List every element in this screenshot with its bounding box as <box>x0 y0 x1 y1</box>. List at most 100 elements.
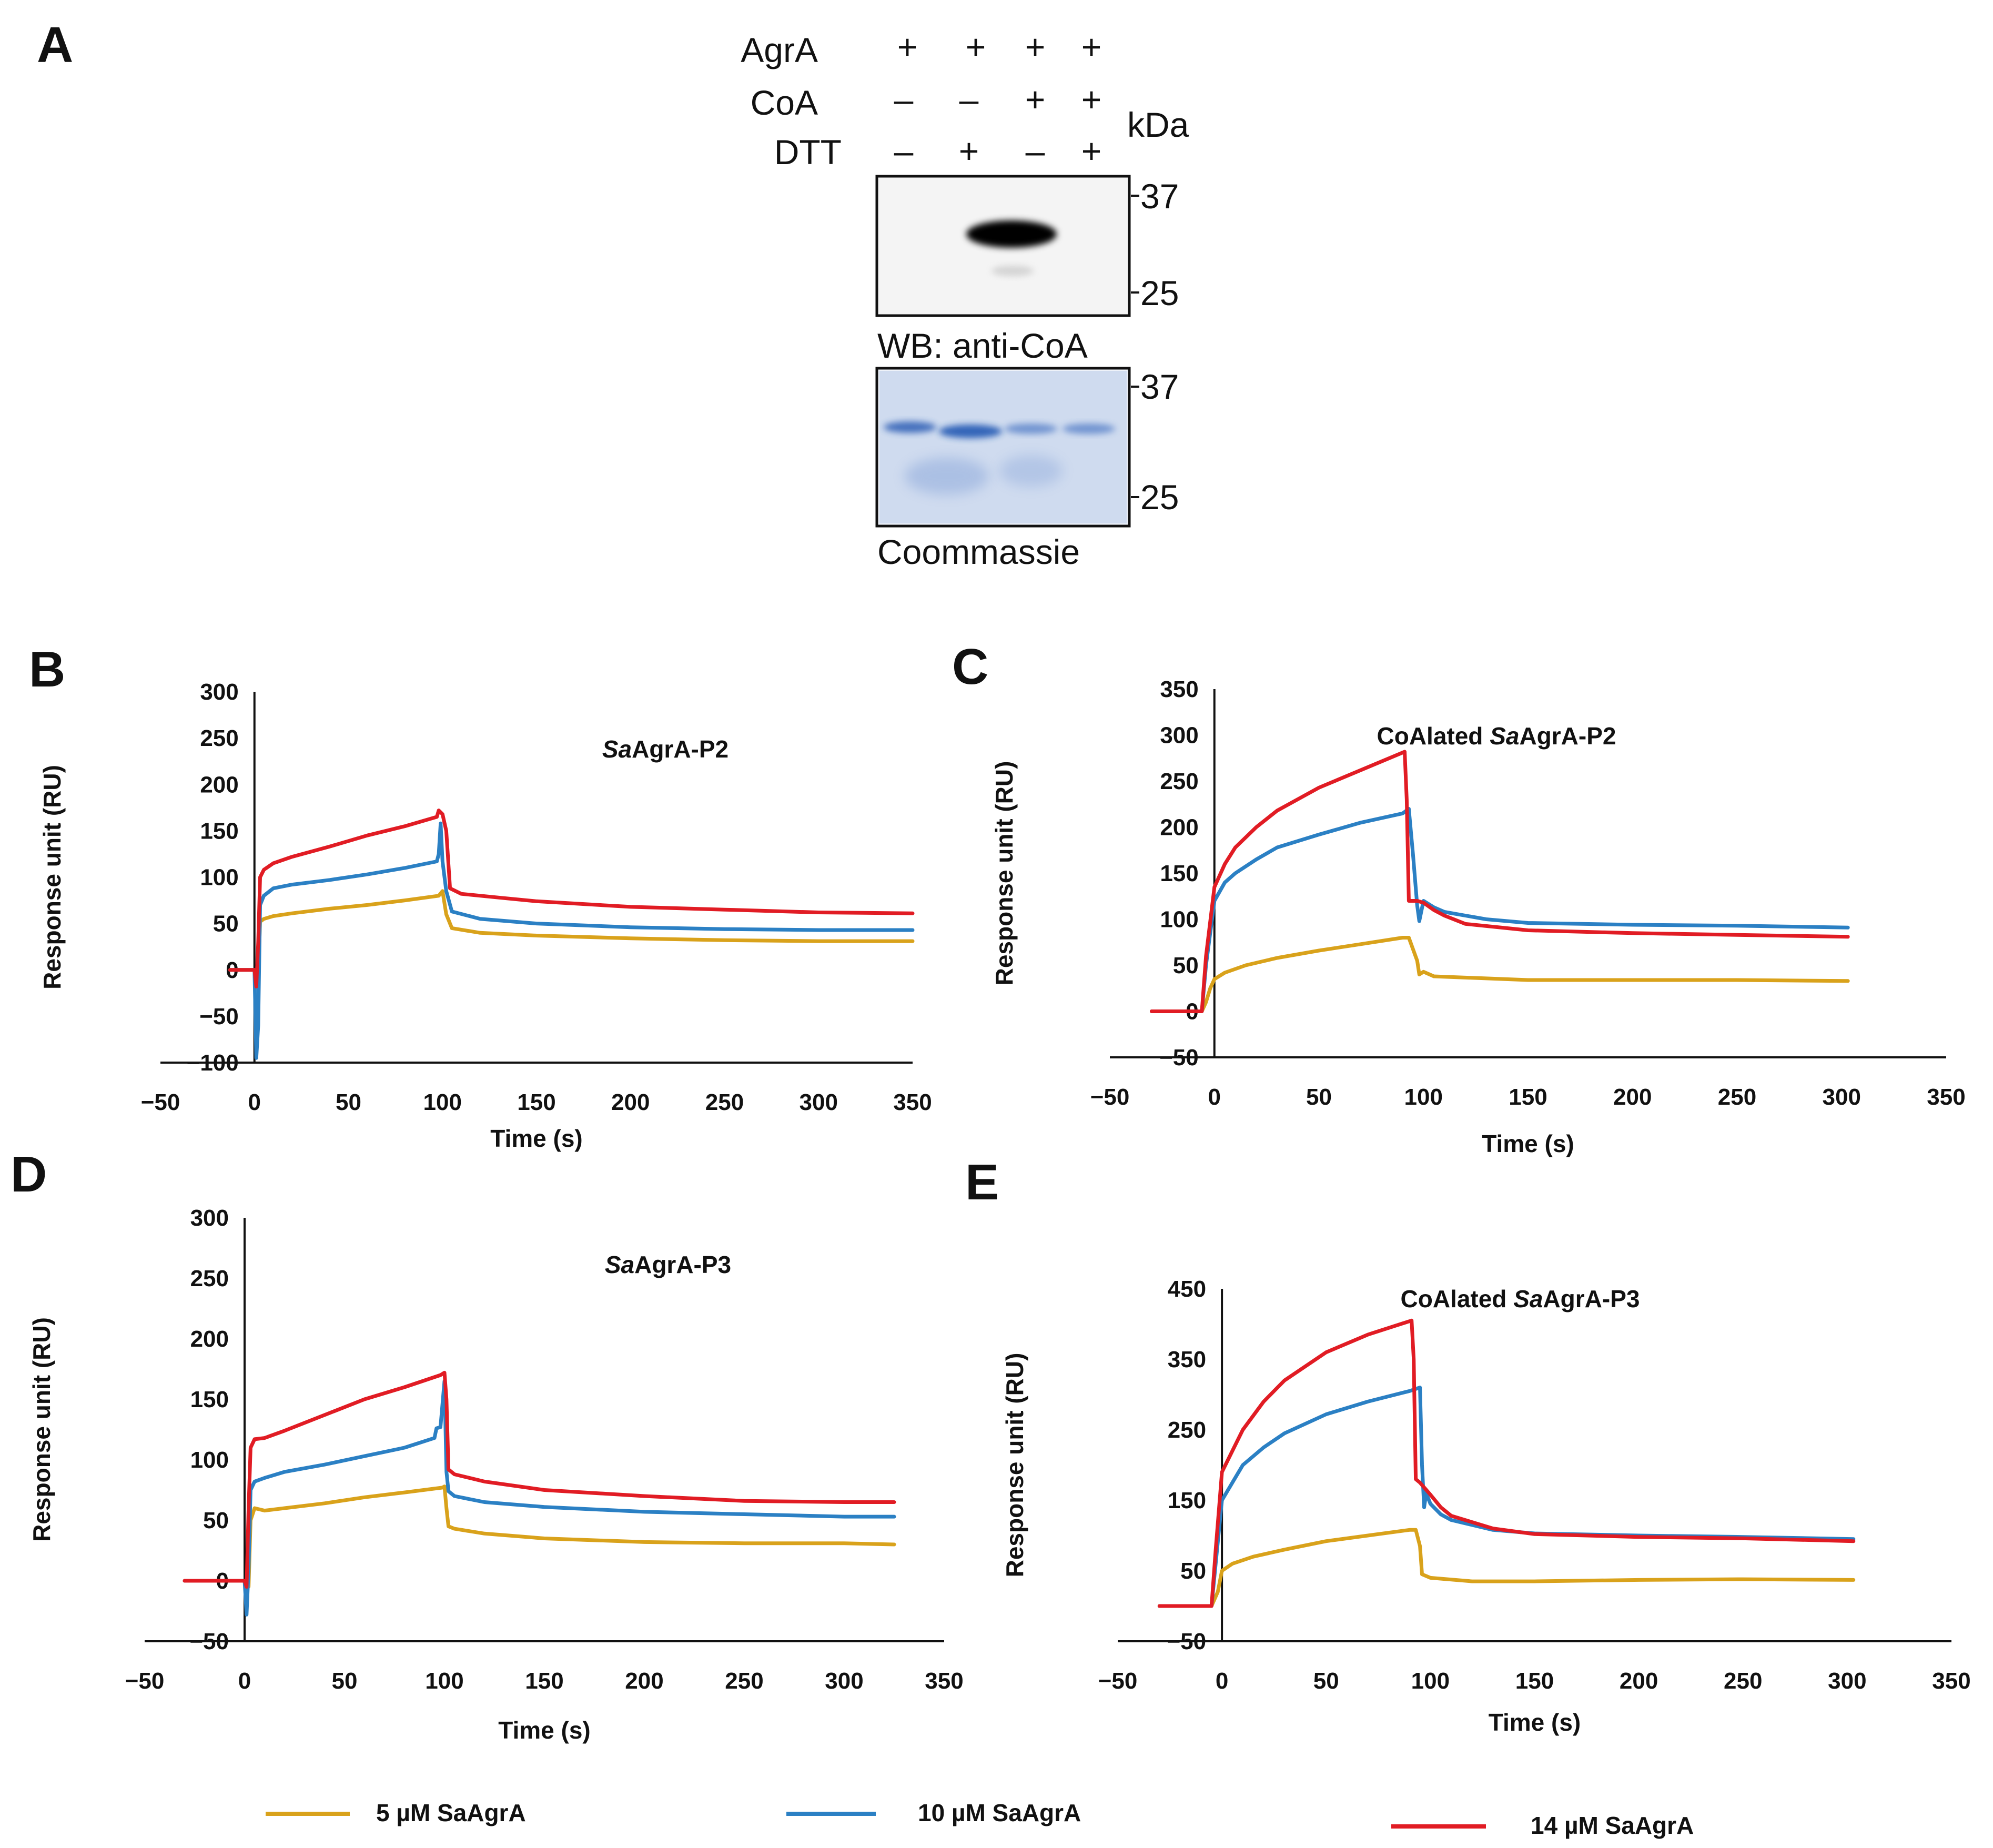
x-tick-label-d: 0 <box>238 1668 251 1694</box>
sign-dtt-lane-4: + <box>1081 132 1102 170</box>
coomassie-smear-2 <box>999 455 1063 487</box>
y-tick-label-d: 150 <box>190 1387 229 1412</box>
x-tick-label-e: 100 <box>1411 1668 1450 1694</box>
y-tick-label-e: 150 <box>1168 1488 1206 1513</box>
y-tick-label-c: −50 <box>1159 1045 1199 1071</box>
chart-e: −50 0 50 100 150 200 250 300 350 −50 50 150 250 350 45… <box>965 1154 1971 1736</box>
y-tick-label-c: 250 <box>1160 769 1198 794</box>
chart-d: −50 0 50 100 150 200 250 300 350−500501001502002… <box>11 1146 964 1744</box>
y-tick-label-d: 200 <box>190 1326 229 1352</box>
y-tick-label-b: 50 <box>213 911 239 937</box>
y-tick-label-b: −50 <box>199 1004 239 1029</box>
x-tick-label-c: 200 <box>1613 1084 1652 1110</box>
cb-marker-37: 37 <box>1140 367 1179 406</box>
y-tick-label-d: 250 <box>190 1266 229 1291</box>
x-tick-label-c: 150 <box>1509 1084 1547 1110</box>
coomassie-band-lane-3 <box>1005 423 1057 434</box>
x-tick-label-d: 250 <box>725 1668 763 1694</box>
series-line-c-14um <box>1150 750 1850 1013</box>
x-tick-label-c: 0 <box>1208 1084 1221 1110</box>
x-tick-label-b: 150 <box>517 1089 555 1115</box>
x-tick-label-b: 300 <box>800 1089 838 1115</box>
x-tick-label-e: 300 <box>1828 1668 1866 1694</box>
legend-label-5um: 5 µM SaAgrA <box>376 1799 526 1826</box>
sign-dtt-lane-2: + <box>959 132 979 170</box>
y-tick-label-b: 250 <box>200 725 238 751</box>
x-axis-title-d: Time (s) <box>498 1716 591 1744</box>
x-tick-label-b: 100 <box>423 1089 462 1115</box>
y-tick-label-b: 100 <box>200 865 238 891</box>
y-tick-label-d: 300 <box>190 1205 229 1231</box>
x-tick-label-b: 200 <box>611 1089 650 1115</box>
y-tick-label-b: 200 <box>200 772 238 797</box>
series-line-d-14um <box>183 1370 896 1589</box>
sign-agra-lane-3: + <box>1025 27 1046 66</box>
y-axis-title-c: Response unit (RU) <box>990 761 1018 986</box>
chart-panels: −50 0 50 100 150 200 250 300 350 −100 −50 0 50 100 150… <box>11 639 1971 1744</box>
chart-title-b: SaAgrA-P2 <box>602 735 729 763</box>
chart-title-d: SaAgrA-P3 <box>605 1251 731 1278</box>
y-tick-label-c: 50 <box>1173 953 1199 978</box>
sign-agra-lane-4: + <box>1081 27 1102 66</box>
x-tick-label-b: 50 <box>336 1089 361 1115</box>
wb-marker-37: 37 <box>1140 177 1179 216</box>
x-tick-label-d: −50 <box>125 1668 165 1694</box>
panel-letter-a: A <box>37 17 73 73</box>
y-tick-label-d: 50 <box>203 1508 229 1533</box>
x-tick-label-e: 150 <box>1515 1668 1554 1694</box>
y-tick-label-e: 250 <box>1168 1417 1206 1443</box>
x-tick-label-e: 200 <box>1620 1668 1658 1694</box>
row-label-dtt: DTT <box>774 133 842 171</box>
coomassie-band-lane-4 <box>1063 423 1115 434</box>
coomassie-band-lane-2 <box>939 425 1002 438</box>
coomassie-background-stain <box>879 371 1127 523</box>
x-tick-label-c: 350 <box>1927 1084 1965 1110</box>
series-line-c-5um <box>1150 936 1850 1013</box>
chart-title-c: CoAlated SaAgrA-P2 <box>1377 722 1616 750</box>
y-tick-label-c: 350 <box>1160 676 1198 702</box>
panel-letter-e: E <box>965 1154 999 1210</box>
series-line-e-10um <box>1157 1386 1856 1608</box>
series-line-e-5um <box>1157 1528 1856 1608</box>
y-axis-title-d: Response unit (RU) <box>28 1317 55 1542</box>
x-axis-title-c: Time (s) <box>1482 1130 1574 1157</box>
sign-coa-lane-3: + <box>1025 80 1046 119</box>
series-line-e-14um <box>1157 1318 1856 1608</box>
coomassie-frame <box>875 367 1131 528</box>
kda-label: kDa <box>1127 105 1189 144</box>
x-tick-label-d: 350 <box>925 1668 963 1694</box>
x-axis-title-e: Time (s) <box>1489 1709 1581 1736</box>
cb-marker-25: 25 <box>1140 478 1179 517</box>
y-tick-label-b: −100 <box>187 1050 239 1076</box>
chart-title-e: CoAlated SaAgrA-P3 <box>1401 1285 1640 1312</box>
legend-label-14um: 14 µM SaAgrA <box>1531 1812 1694 1839</box>
sign-coa-lane-4: + <box>1081 80 1102 119</box>
x-tick-label-b: −50 <box>141 1089 180 1115</box>
x-tick-label-c: 50 <box>1306 1084 1332 1110</box>
x-tick-label-e: 0 <box>1216 1668 1228 1694</box>
western-blot-band <box>966 220 1057 248</box>
sign-dtt-lane-3: – <box>1026 132 1045 170</box>
coomassie-smear <box>905 458 989 494</box>
y-tick-label-c: 150 <box>1160 861 1198 886</box>
x-tick-label-d: 50 <box>332 1668 358 1694</box>
western-blot-faint-band <box>992 266 1034 276</box>
y-tick-label-b: 300 <box>200 679 238 705</box>
y-tick-label-c: 100 <box>1160 907 1198 933</box>
legend: 5 µM SaAgrA 10 µM SaAgrA 14 µM SaAgrA <box>266 1799 1694 1839</box>
x-tick-label-b: 350 <box>893 1089 932 1115</box>
x-tick-label-d: 200 <box>625 1668 663 1694</box>
coomassie-caption: Coommassie <box>877 532 1080 571</box>
series-line-b-14um <box>228 809 915 988</box>
x-tick-label-c: −50 <box>1090 1084 1130 1110</box>
series-line-c-10um <box>1150 807 1850 1013</box>
panel-letter-d: D <box>11 1146 47 1203</box>
x-tick-label-e: 50 <box>1313 1668 1339 1694</box>
x-tick-label-e: 250 <box>1724 1668 1762 1694</box>
sign-agra-lane-2: + <box>966 27 986 66</box>
x-tick-label-d: 150 <box>525 1668 563 1694</box>
x-tick-label-c: 300 <box>1823 1084 1861 1110</box>
y-tick-label-c: 300 <box>1160 723 1198 749</box>
x-tick-label-c: 250 <box>1718 1084 1756 1110</box>
